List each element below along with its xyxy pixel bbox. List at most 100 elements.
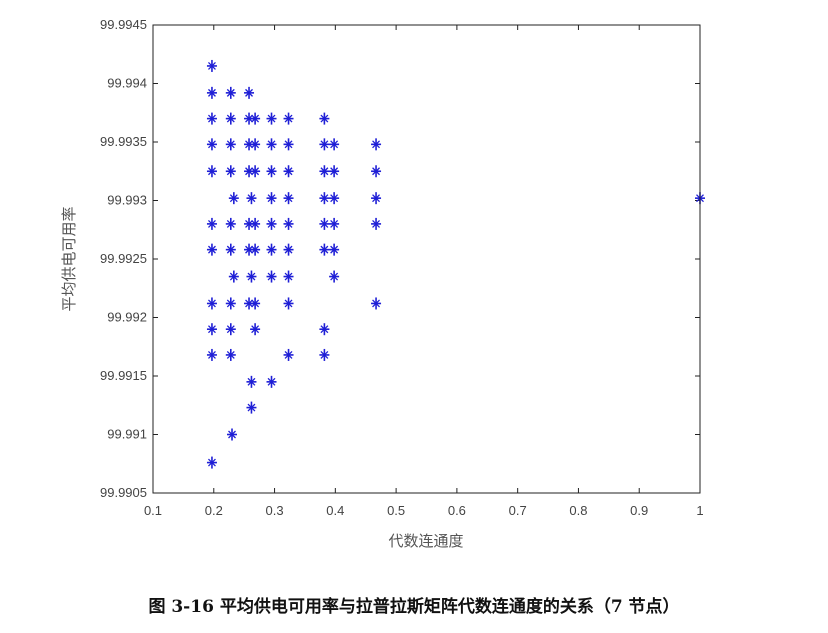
data-point — [319, 348, 330, 361]
data-point — [225, 348, 236, 361]
data-point — [206, 165, 217, 178]
data-point — [206, 112, 217, 125]
data-point — [283, 138, 294, 151]
data-point — [244, 243, 255, 256]
data-point — [283, 192, 294, 205]
data-point — [319, 112, 330, 125]
data-point — [250, 297, 261, 310]
data-point — [283, 348, 294, 361]
data-point — [371, 165, 382, 178]
x-tick-label: 0.1 — [144, 503, 162, 518]
data-point — [246, 375, 257, 388]
data-point — [250, 138, 261, 151]
data-point — [206, 59, 217, 72]
data-point — [250, 217, 261, 230]
data-point — [266, 112, 277, 125]
x-tick-label: 0.8 — [569, 503, 587, 518]
points-layer — [206, 59, 705, 469]
y-tick-label: 99.9905 — [100, 485, 147, 500]
y-tick-label: 99.994 — [107, 76, 147, 91]
data-point — [206, 86, 217, 99]
y-axis-label: 平均供电可用率 — [60, 206, 78, 311]
y-tick-label: 99.992 — [107, 310, 147, 325]
data-point — [228, 270, 239, 283]
x-axis-label: 代数连通度 — [388, 532, 463, 550]
data-point — [266, 243, 277, 256]
data-point — [246, 401, 257, 414]
data-point — [206, 456, 217, 469]
data-point — [225, 323, 236, 336]
data-point — [206, 323, 217, 336]
data-point — [266, 270, 277, 283]
data-point — [371, 192, 382, 205]
data-point — [244, 165, 255, 178]
data-point — [225, 138, 236, 151]
data-point — [329, 217, 340, 230]
data-point — [283, 297, 294, 310]
x-tick-label: 0.5 — [387, 503, 405, 518]
data-point — [329, 165, 340, 178]
data-point — [266, 217, 277, 230]
x-tick-label: 0.4 — [326, 503, 344, 518]
x-tick-label: 0.2 — [205, 503, 223, 518]
data-point — [206, 243, 217, 256]
tick-layer: 0.1 0.2 0.3 0.4 0.5 0.6 0.7 0.8 0.9 1 99.9905 99.99… — [100, 17, 704, 518]
x-tick-label: 0.7 — [509, 503, 527, 518]
data-point — [371, 217, 382, 230]
data-point — [250, 112, 261, 125]
y-tick-label: 99.9915 — [100, 368, 147, 383]
data-point — [329, 192, 340, 205]
data-point — [319, 323, 330, 336]
data-point — [283, 243, 294, 256]
x-tick-label: 0.9 — [630, 503, 648, 518]
data-point — [266, 192, 277, 205]
data-point — [244, 138, 255, 151]
y-tick-label: 99.991 — [107, 427, 147, 442]
data-point — [319, 138, 330, 151]
data-point — [319, 165, 330, 178]
data-point — [371, 297, 382, 310]
y-tick-label: 99.9925 — [100, 251, 147, 266]
y-tick-label: 99.9935 — [100, 134, 147, 149]
data-point — [329, 270, 340, 283]
x-tick-label: 1 — [696, 503, 703, 518]
x-tick-label: 0.3 — [266, 503, 284, 518]
y-tick-label: 99.993 — [107, 193, 147, 208]
data-point — [246, 192, 257, 205]
data-point — [319, 217, 330, 230]
data-point — [329, 243, 340, 256]
data-point — [225, 297, 236, 310]
data-point — [206, 348, 217, 361]
figure-caption: 图 3-16 平均供电可用率与拉普拉斯矩阵代数连通度的关系（7 节点） — [148, 597, 680, 617]
data-point — [225, 217, 236, 230]
data-point — [206, 217, 217, 230]
data-point — [227, 428, 238, 441]
data-point — [250, 165, 261, 178]
data-point — [266, 138, 277, 151]
data-point — [244, 86, 255, 99]
data-point — [228, 192, 239, 205]
y-tick-label: 99.9945 — [100, 17, 147, 32]
data-point — [283, 270, 294, 283]
data-point — [283, 112, 294, 125]
data-point — [329, 138, 340, 151]
data-point — [225, 112, 236, 125]
data-point — [225, 243, 236, 256]
data-point — [250, 243, 261, 256]
data-point — [206, 297, 217, 310]
data-point — [266, 375, 277, 388]
data-point — [250, 323, 261, 336]
data-point — [246, 270, 257, 283]
data-point — [206, 138, 217, 151]
data-point — [319, 192, 330, 205]
x-tick-label: 0.6 — [448, 503, 466, 518]
data-point — [371, 138, 382, 151]
plot-frame — [152, 24, 701, 494]
data-point — [225, 86, 236, 99]
data-point — [225, 165, 236, 178]
data-point — [283, 217, 294, 230]
data-point — [283, 165, 294, 178]
data-point — [266, 165, 277, 178]
data-point — [319, 243, 330, 256]
